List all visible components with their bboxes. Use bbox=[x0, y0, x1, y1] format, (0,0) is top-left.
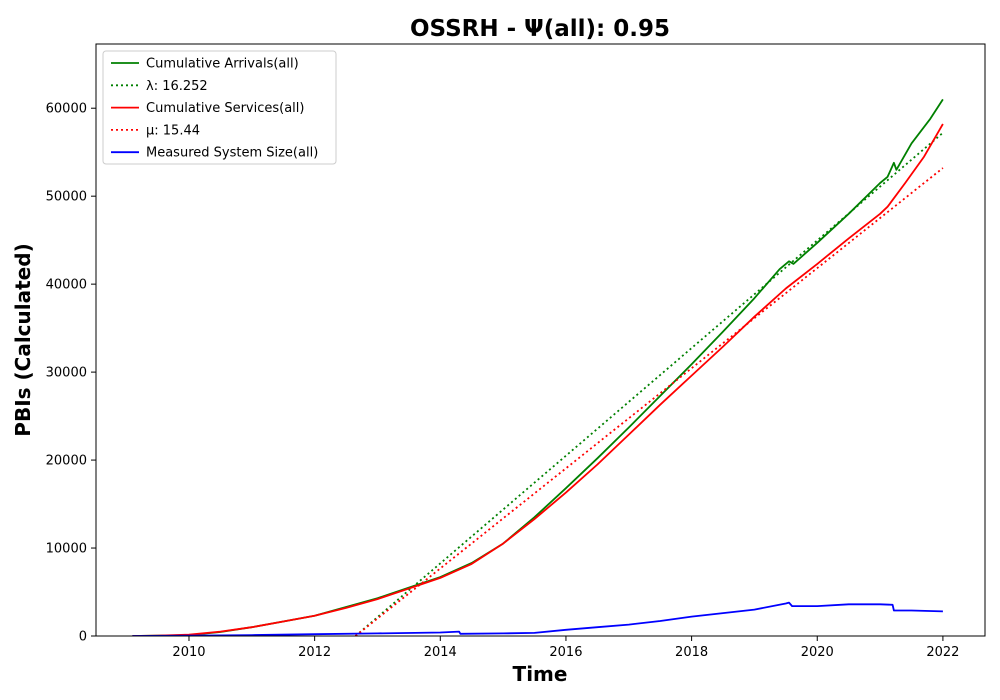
y-axis-label: PBIs (Calculated) bbox=[11, 243, 35, 436]
x-tick-label: 2016 bbox=[549, 645, 582, 660]
plot-area: 2010 2012 2014 2016 2018 2020 2022 0 10000 20000 3… bbox=[46, 43, 986, 660]
legend-entry-label: Measured System Size(all) bbox=[146, 146, 318, 161]
series-line-4 bbox=[132, 601, 943, 636]
y-tick-label: 60000 bbox=[46, 102, 87, 117]
y-tick-label: 40000 bbox=[46, 278, 87, 293]
legend-entry-label: Cumulative Arrivals(all) bbox=[146, 57, 299, 72]
series-line-1 bbox=[354, 132, 944, 636]
y-tick-label: 0 bbox=[79, 630, 87, 645]
legend-entry-label: Cumulative Services(all) bbox=[146, 101, 304, 116]
axes-frame bbox=[95, 43, 986, 637]
x-tick-label: 2020 bbox=[801, 645, 834, 660]
series-group bbox=[132, 98, 944, 636]
x-axis-label: Time bbox=[513, 662, 568, 686]
chart-title: OSSRH - Ψ(all): 0.95 bbox=[410, 16, 670, 42]
legend-box bbox=[102, 50, 337, 165]
x-tick-label: 2022 bbox=[926, 645, 959, 660]
x-tick-label: 2010 bbox=[172, 645, 205, 660]
x-tick-label: 2012 bbox=[298, 645, 331, 660]
series-line-2 bbox=[132, 123, 944, 636]
y-tick-label: 50000 bbox=[46, 190, 87, 205]
legend: Cumulative Arrivals(all) λ: 16.252 Cumulat… bbox=[102, 50, 337, 165]
series-line-3 bbox=[354, 167, 944, 636]
x-tick-label: 2018 bbox=[675, 645, 708, 660]
y-tick-label: 30000 bbox=[46, 366, 87, 381]
legend-entry-label: λ: 16.252 bbox=[146, 79, 208, 94]
y-tick-label: 20000 bbox=[46, 454, 87, 469]
legend-entry-label: μ: 15.44 bbox=[146, 123, 200, 138]
x-tick-label: 2014 bbox=[424, 645, 457, 660]
y-tick-label: 10000 bbox=[46, 542, 87, 557]
